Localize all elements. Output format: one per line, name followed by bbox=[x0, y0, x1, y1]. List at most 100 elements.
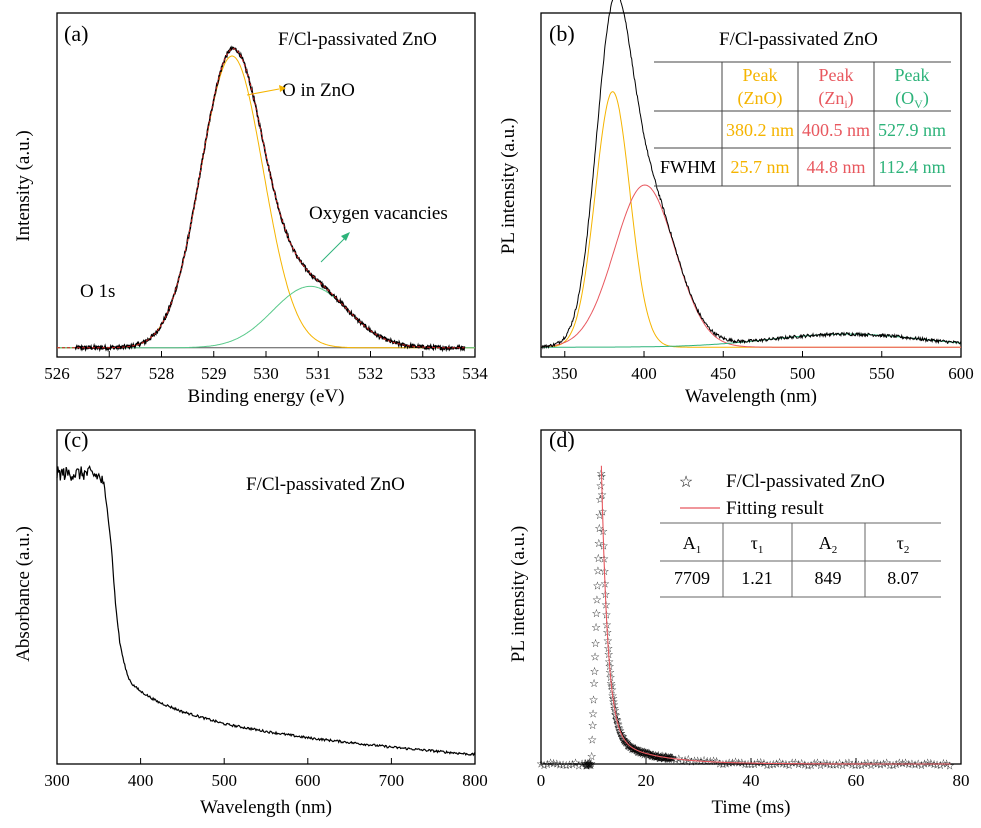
data-point-star: ☆ bbox=[624, 741, 634, 753]
data-point-star: ☆ bbox=[581, 759, 591, 771]
data-point-star: ☆ bbox=[768, 759, 778, 771]
panel-b-component-1 bbox=[541, 184, 961, 348]
table-b-header-ov-base: (O bbox=[895, 88, 914, 109]
data-point-star: ☆ bbox=[633, 747, 643, 759]
data-point-star: ☆ bbox=[904, 759, 914, 771]
data-point-star: ☆ bbox=[594, 523, 604, 535]
data-point-star: ☆ bbox=[585, 759, 595, 771]
data-point-star: ☆ bbox=[549, 758, 559, 770]
panel-a-component-1 bbox=[57, 285, 475, 349]
data-point-star: ☆ bbox=[759, 758, 769, 770]
data-point-star: ☆ bbox=[831, 760, 841, 772]
data-point-star: ☆ bbox=[617, 731, 627, 743]
data-point-star: ☆ bbox=[587, 751, 597, 763]
data-point-star: ☆ bbox=[655, 752, 665, 764]
data-point-star: ☆ bbox=[617, 733, 627, 745]
table-b-header-ov-sub: V bbox=[914, 97, 923, 111]
x-tick-label: 300 bbox=[44, 771, 70, 790]
data-point-star: ☆ bbox=[803, 760, 813, 772]
data-point-star: ☆ bbox=[651, 752, 661, 764]
panel-b-component-2 bbox=[541, 333, 962, 348]
data-point-star: ☆ bbox=[660, 752, 670, 764]
table-b-header-ov-line1: Peak bbox=[895, 65, 930, 85]
panel-a-xticks: 526 527 528 529 530 531 532 533 534 bbox=[44, 351, 488, 383]
data-point-star: ☆ bbox=[772, 759, 782, 771]
data-point-star: ☆ bbox=[571, 758, 581, 770]
data-point-star: ☆ bbox=[582, 760, 592, 772]
panel-b-plot bbox=[540, 0, 962, 350]
data-point-star: ☆ bbox=[656, 751, 666, 763]
data-point-star: ☆ bbox=[737, 758, 747, 770]
x-tick-label: 600 bbox=[948, 364, 974, 383]
data-point-star: ☆ bbox=[635, 748, 645, 760]
data-point-star: ☆ bbox=[648, 751, 658, 763]
x-tick-label: 534 bbox=[462, 364, 488, 383]
data-point-star: ☆ bbox=[660, 753, 670, 765]
table-b-fwhm-ov: 112.4 nm bbox=[878, 157, 945, 177]
data-point-star: ☆ bbox=[658, 752, 668, 764]
x-tick-label: 80 bbox=[953, 771, 970, 790]
data-point-star: ☆ bbox=[574, 760, 584, 772]
data-point-star: ☆ bbox=[916, 760, 926, 772]
data-point-star: ☆ bbox=[586, 758, 596, 770]
table-d-header-tau2: τ2 bbox=[897, 533, 910, 556]
panel-c-letter: (c) bbox=[64, 427, 88, 452]
panel-a-letter: (a) bbox=[64, 21, 88, 46]
panel-a-component-0 bbox=[57, 55, 475, 349]
panel-c-xlabel: Wavelength (nm) bbox=[200, 797, 332, 818]
data-point-star: ☆ bbox=[619, 735, 629, 747]
data-point-star: ☆ bbox=[582, 760, 592, 772]
table-d-header-a2: A2 bbox=[819, 533, 838, 556]
data-point-star: ☆ bbox=[631, 745, 641, 757]
panel-c-frame bbox=[56, 429, 476, 765]
panel-c-ylabel: Absorbance (a.u.) bbox=[13, 526, 34, 662]
data-point-star: ☆ bbox=[620, 736, 630, 748]
data-point-star: ☆ bbox=[591, 622, 601, 634]
panel-a-series-1 bbox=[57, 48, 465, 349]
data-point-star: ☆ bbox=[561, 760, 571, 772]
legend-d-label-fit: Fitting result bbox=[726, 498, 824, 519]
data-point-star: ☆ bbox=[680, 755, 690, 767]
data-point-star: ☆ bbox=[715, 759, 725, 771]
data-point-star: ☆ bbox=[595, 510, 605, 522]
data-point-star: ☆ bbox=[650, 751, 660, 763]
data-point-star: ☆ bbox=[621, 738, 631, 750]
data-point-star: ☆ bbox=[634, 746, 644, 758]
x-tick-label: 530 bbox=[253, 364, 279, 383]
data-point-star: ☆ bbox=[866, 760, 876, 772]
x-tick-label: 500 bbox=[790, 364, 816, 383]
table-d-header-tau2-base: τ bbox=[897, 533, 904, 553]
data-point-star: ☆ bbox=[659, 754, 669, 766]
data-point-star: ☆ bbox=[853, 760, 863, 772]
data-point-star: ☆ bbox=[583, 758, 593, 770]
x-tick-label: 60 bbox=[848, 771, 865, 790]
data-point-star: ☆ bbox=[847, 759, 857, 771]
data-point-star: ☆ bbox=[825, 760, 835, 772]
data-point-star: ☆ bbox=[555, 760, 565, 772]
panel-b-ylabel: PL intensity (a.u.) bbox=[498, 118, 519, 255]
data-point-star: ☆ bbox=[740, 759, 750, 771]
x-tick-label: 550 bbox=[869, 364, 895, 383]
table-d-header-tau1: τ1 bbox=[751, 533, 764, 556]
data-point-star: ☆ bbox=[857, 760, 867, 772]
data-point-star: ☆ bbox=[646, 750, 656, 762]
data-point-star: ☆ bbox=[646, 750, 656, 762]
table-b-header-zni-close: ) bbox=[848, 88, 854, 109]
table-d-header-tau1-sub: 1 bbox=[758, 544, 764, 556]
data-point-star: ☆ bbox=[656, 753, 666, 765]
panel-c-title: F/Cl-passivated ZnO bbox=[246, 474, 405, 495]
x-tick-label: 40 bbox=[743, 771, 760, 790]
data-point-star: ☆ bbox=[616, 728, 626, 740]
panel-a: 526 527 528 529 530 531 532 533 534 (a) F/Cl-pas… bbox=[13, 12, 488, 407]
panel-a-o1s-label: O 1s bbox=[80, 281, 115, 302]
panel-a-series-0 bbox=[74, 45, 466, 353]
data-point-star: ☆ bbox=[577, 759, 587, 771]
data-point-star: ☆ bbox=[588, 708, 598, 720]
panel-b: 350 400 450 500 550 600 (b) F/Cl-passivated Z… bbox=[498, 0, 974, 407]
x-tick-label: 350 bbox=[552, 364, 578, 383]
data-point-star: ☆ bbox=[618, 734, 628, 746]
panel-b-xlabel: Wavelength (nm) bbox=[685, 386, 817, 407]
panel-a-o-in-zno-label: O in ZnO bbox=[282, 80, 355, 101]
data-point-star: ☆ bbox=[593, 553, 603, 565]
table-d-header-a1-sub: 1 bbox=[696, 544, 702, 556]
